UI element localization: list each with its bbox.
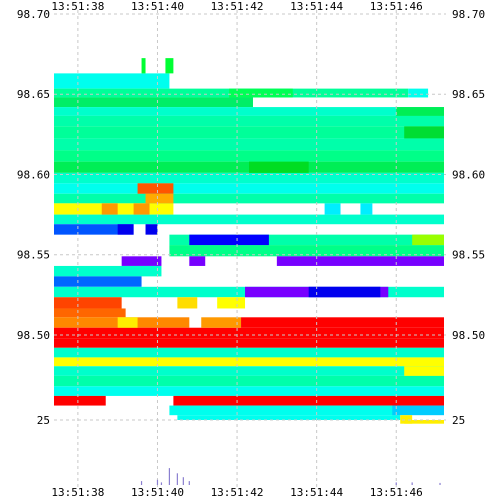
x-tick-label-top: 13:51:42 [211,0,264,13]
liquidity-cell [360,203,373,215]
volume-tick-label-left: 25 [37,414,50,427]
volume-tick-label-right: 25 [452,414,465,427]
liquidity-cell [408,88,429,98]
price-tick-label-left: 98.50 [17,329,50,342]
axis-tick-labels: 13:51:38 13:51:38 13:51:40 13:51:40 13:51:42… [17,0,485,499]
volume-bars [140,468,441,485]
liquidity-band [54,347,444,358]
volume-bar [168,468,171,485]
liquidity-band [169,405,401,416]
x-tick-label-top: 13:51:44 [290,0,343,13]
liquidity-band [169,245,445,257]
liquidity-cell [101,203,118,215]
liquidity-band [54,375,444,387]
liquidity-band [54,183,444,194]
liquidity-cell [141,58,146,74]
price-tick-label-right: 98.50 [452,329,485,342]
liquidity-band [54,357,444,367]
volume-bar [156,479,159,485]
liquidity-cell [392,405,444,416]
volume-bar [395,482,397,485]
liquidity-band [169,234,445,246]
liquidity-cell [324,203,341,215]
volume-bar [188,481,190,485]
x-tick-label-bottom: 13:51:42 [211,486,264,499]
liquidity-band [54,308,126,318]
liquidity-cell [308,286,381,298]
price-tick-label-right: 98.55 [452,249,485,262]
liquidity-band [54,395,106,406]
liquidity-band [54,224,134,235]
volume-bar [411,482,413,485]
price-tick-label-right: 98.60 [452,168,485,181]
price-tick-label-right: 98.65 [452,88,485,101]
liquidity-cell [177,297,198,309]
liquidity-cell [241,317,444,328]
price-tick-label-left: 98.55 [17,249,50,262]
liquidity-band [54,214,444,225]
x-tick-label-top: 13:51:46 [370,0,423,13]
grid-lines [54,10,446,490]
x-tick-label-top: 13:51:40 [131,0,184,13]
liquidity-band [54,97,253,108]
liquidity-cell [412,234,444,246]
liquidity-band [54,172,444,184]
x-tick-label-top: 13:51:38 [51,0,104,13]
liquidity-band [54,115,444,127]
volume-bar [439,482,441,485]
price-tick-label-left: 98.70 [17,8,50,21]
liquidity-cell [145,193,174,204]
liquidity-cell [133,203,150,215]
liquidity-cell [117,224,134,235]
liquidity-band [54,107,444,116]
liquidity-cell [396,107,444,116]
liquidity-band [54,126,444,139]
liquidity-cell [276,256,444,266]
liquidity-cell [217,297,246,309]
liquidity-cell [229,88,293,98]
liquidity-cell [117,317,138,328]
price-tick-label-left: 98.65 [17,88,50,101]
liquidity-cell [404,126,444,139]
liquidity-cell [400,415,413,424]
liquidity-band [54,297,122,309]
liquidity-band [54,386,444,396]
liquidity-band [404,420,444,424]
volume-bar [140,481,143,485]
volume-bar [182,477,184,485]
liquidity-band [54,327,444,339]
liquidity-band [54,150,444,162]
x-tick-label-bottom: 13:51:38 [51,486,104,499]
liquidity-band [54,193,444,204]
x-tick-label-bottom: 13:51:44 [290,486,343,499]
liquidity-band [121,256,162,266]
liquidity-band [54,138,444,151]
liquidity-cell [137,183,174,194]
liquidity-band [54,265,162,277]
x-tick-label-bottom: 13:51:46 [370,486,423,499]
price-tick-label-left: 98.60 [17,168,50,181]
liquidity-band [173,395,444,406]
liquidity-cell [201,317,242,328]
liquidity-cell [249,161,309,173]
volume-bar [160,482,163,485]
liquidity-band [177,415,401,420]
volume-bar [176,473,178,485]
liquidity-cell [189,256,206,266]
liquidity-cell [145,224,158,235]
liquidity-band [54,73,170,89]
liquidity-band [54,276,142,287]
x-tick-label-bottom: 13:51:40 [131,486,184,499]
heatmap-bands [54,58,445,424]
liquidity-cell [189,234,269,246]
liquidity-band [54,338,444,348]
liquidity-band [54,366,444,376]
liquidity-cell [165,58,174,74]
liquidity-cell [404,366,444,376]
price-tick-label-right: 98.70 [452,8,485,21]
